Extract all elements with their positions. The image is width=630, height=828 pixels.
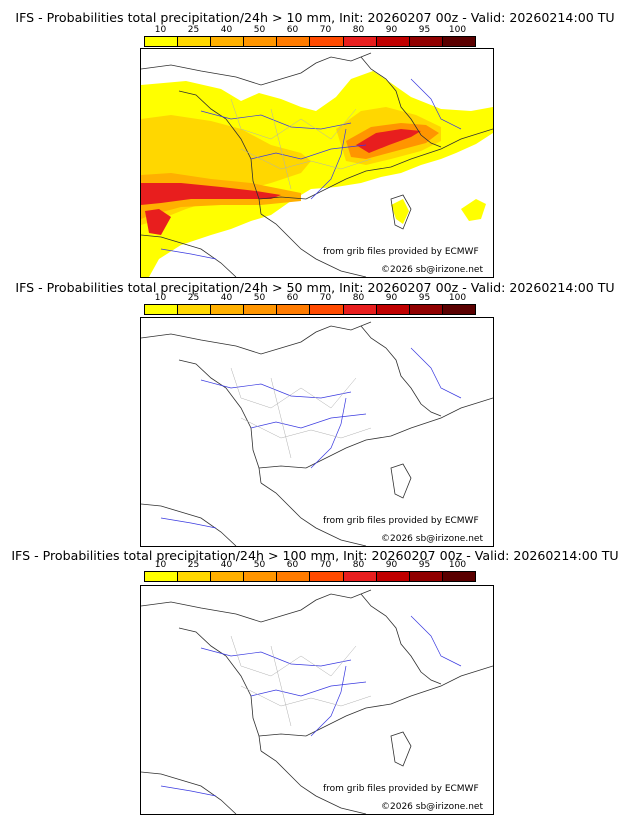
colorbar-tick-label: 60 (286, 293, 299, 303)
credit-copyright-3: ©2026 sb@irizone.net (381, 802, 483, 812)
colorbar-1: 10 25 40 50 60 70 80 90 95 100 (144, 25, 476, 49)
credit-source-1: from grib files provided by ECMWF (323, 247, 479, 257)
colorbar-tick-label: 95 (418, 560, 431, 570)
map-panel-1: from grib files provided by ECMWF ©2026 … (140, 48, 494, 278)
precip-area-70-90-south (145, 209, 171, 235)
colorbar-segment (376, 305, 410, 314)
colorbar-tick-label: 90 (385, 560, 398, 570)
colorbar-tick-label: 50 (253, 293, 266, 303)
coastlines-and-borders (141, 52, 493, 277)
panel-1-title: IFS - Probabilities total precipitation/… (15, 10, 615, 25)
precip-area-10-25-corsica (391, 199, 409, 224)
colorbar-segment (310, 572, 344, 581)
colorbar-segment (442, 37, 475, 46)
colorbar-tick-label: 80 (352, 25, 365, 35)
colorbar-tick-label: 50 (253, 25, 266, 35)
colorbar-tick-label: 70 (319, 560, 332, 570)
colorbar-tick-label: 95 (418, 293, 431, 303)
colorbar-segment (376, 572, 410, 581)
colorbar-tick-label: 25 (187, 560, 200, 570)
colorbar-tick-label: 10 (154, 560, 167, 570)
colorbar-tick-label: 40 (220, 560, 233, 570)
colorbar-tick-label: 100 (448, 293, 467, 303)
colorbar-segment (277, 572, 311, 581)
colorbar-segment (145, 572, 179, 581)
colorbar-segment (145, 37, 179, 46)
colorbar-tick-label: 90 (385, 25, 398, 35)
colorbar-tick-label: 25 (187, 293, 200, 303)
colorbar-segment (145, 305, 179, 314)
colorbar-segment (211, 572, 245, 581)
panel-2-title: IFS - Probabilities total precipitation/… (15, 280, 615, 295)
precip-area-70-90-pyrenees (141, 183, 281, 205)
rivers (160, 615, 462, 797)
colorbar-segment (310, 37, 344, 46)
colorbar-segment (409, 305, 443, 314)
colorbar-segment (277, 305, 311, 314)
colorbar-tick-label: 50 (253, 560, 266, 570)
colorbar-1-bar (144, 36, 476, 47)
colorbar-tick-label: 70 (319, 293, 332, 303)
colorbar-segment (376, 37, 410, 46)
colorbar-tick-label: 40 (220, 25, 233, 35)
colorbar-segment (211, 305, 245, 314)
colorbar-tick-label: 10 (154, 25, 167, 35)
colorbar-tick-label: 60 (286, 25, 299, 35)
credit-copyright-2: ©2026 sb@irizone.net (381, 534, 483, 544)
region-boundaries (230, 367, 372, 459)
rivers (160, 347, 462, 529)
rivers (160, 78, 462, 260)
colorbar-segment (343, 37, 377, 46)
coastlines-and-borders (141, 321, 493, 546)
colorbar-tick-label: 100 (448, 25, 467, 35)
colorbar-tick-label: 80 (352, 560, 365, 570)
colorbar-segment (244, 572, 278, 581)
precip-area-70-90-alps (356, 129, 421, 153)
colorbar-3-bar (144, 571, 476, 582)
credit-source-3: from grib files provided by ECMWF (323, 784, 479, 794)
precip-area-10-25-east (461, 199, 486, 221)
colorbar-segment (244, 37, 278, 46)
colorbar-segment (442, 305, 475, 314)
colorbar-segment (178, 37, 212, 46)
credit-copyright-1: ©2026 sb@irizone.net (381, 265, 483, 275)
colorbar-tick-label: 10 (154, 293, 167, 303)
colorbar-segment (442, 572, 475, 581)
colorbar-tick-label: 80 (352, 293, 365, 303)
colorbar-3: 10 25 40 50 60 70 80 90 95 100 (144, 560, 476, 584)
colorbar-tick-label: 70 (319, 25, 332, 35)
colorbar-tick-label: 60 (286, 560, 299, 570)
coastlines-and-borders (141, 589, 493, 814)
colorbar-segment (178, 572, 212, 581)
region-boundaries (230, 635, 372, 727)
colorbar-segment (211, 37, 245, 46)
colorbar-tick-label: 40 (220, 293, 233, 303)
colorbar-2-bar (144, 304, 476, 315)
colorbar-segment (343, 305, 377, 314)
colorbar-segment (343, 572, 377, 581)
colorbar-segment (244, 305, 278, 314)
panel-3-title: IFS - Probabilities total precipitation/… (11, 548, 619, 563)
map-panel-2: from grib files provided by ECMWF ©2026 … (140, 317, 494, 547)
colorbar-segment (310, 305, 344, 314)
credit-source-2: from grib files provided by ECMWF (323, 516, 479, 526)
colorbar-tick-label: 100 (448, 560, 467, 570)
region-boundaries (230, 98, 372, 190)
colorbar-segment (277, 37, 311, 46)
colorbar-segment (409, 572, 443, 581)
map-panel-3: from grib files provided by ECMWF ©2026 … (140, 585, 494, 815)
colorbar-tick-label: 90 (385, 293, 398, 303)
colorbar-segment (178, 305, 212, 314)
colorbar-tick-label: 25 (187, 25, 200, 35)
colorbar-tick-label: 95 (418, 25, 431, 35)
colorbar-segment (409, 37, 443, 46)
colorbar-2: 10 25 40 50 60 70 80 90 95 100 (144, 293, 476, 317)
